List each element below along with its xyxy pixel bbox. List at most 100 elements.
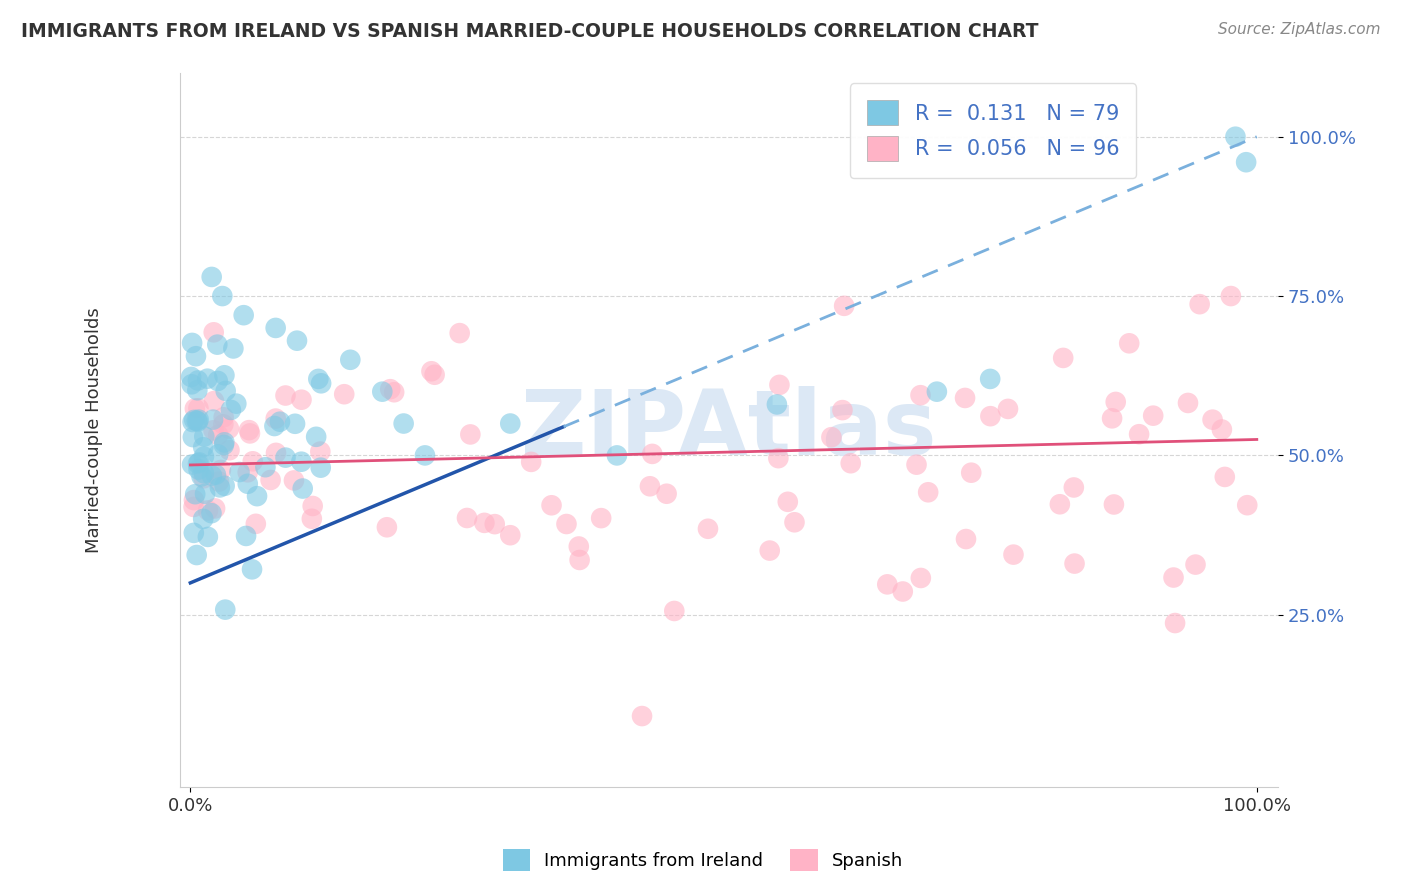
Point xyxy=(413,449,436,463)
Point xyxy=(555,516,578,531)
Point xyxy=(423,368,446,382)
Point xyxy=(238,423,260,437)
Point xyxy=(193,466,215,480)
Point xyxy=(392,417,415,431)
Point xyxy=(219,403,242,417)
Point xyxy=(1234,155,1257,169)
Point xyxy=(876,577,898,591)
Point xyxy=(254,460,277,475)
Point xyxy=(194,487,217,501)
Point xyxy=(540,498,562,512)
Point xyxy=(200,506,222,520)
Point xyxy=(245,516,267,531)
Point xyxy=(218,443,240,458)
Point xyxy=(290,392,312,407)
Point xyxy=(184,401,207,416)
Point xyxy=(214,602,236,616)
Point xyxy=(290,455,312,469)
Point xyxy=(305,430,328,444)
Point xyxy=(284,417,307,431)
Point xyxy=(697,522,720,536)
Point xyxy=(1184,558,1206,572)
Point xyxy=(225,397,247,411)
Point xyxy=(183,493,205,508)
Point xyxy=(1236,498,1258,512)
Point xyxy=(193,450,215,464)
Point xyxy=(568,553,591,567)
Point xyxy=(831,403,853,417)
Point xyxy=(187,412,209,426)
Point xyxy=(1049,497,1071,511)
Point xyxy=(1052,351,1074,365)
Point xyxy=(181,335,204,350)
Point xyxy=(917,485,939,500)
Point xyxy=(208,480,231,494)
Point xyxy=(960,466,983,480)
Point xyxy=(202,423,225,437)
Point xyxy=(259,473,281,487)
Point xyxy=(187,457,209,471)
Point xyxy=(301,512,323,526)
Point xyxy=(456,511,478,525)
Point xyxy=(783,516,806,530)
Point xyxy=(768,377,790,392)
Point xyxy=(264,446,287,460)
Point xyxy=(207,448,229,462)
Point xyxy=(1142,409,1164,423)
Point xyxy=(309,444,332,458)
Point xyxy=(214,368,236,383)
Point xyxy=(655,487,678,501)
Point xyxy=(591,511,613,525)
Point xyxy=(187,401,209,416)
Point xyxy=(905,458,928,472)
Point xyxy=(274,388,297,402)
Point xyxy=(215,384,238,398)
Point xyxy=(499,417,522,431)
Point xyxy=(285,334,308,348)
Point xyxy=(474,516,496,530)
Point xyxy=(218,422,240,436)
Point xyxy=(274,450,297,465)
Point xyxy=(925,384,948,399)
Point xyxy=(1225,129,1247,144)
Point xyxy=(606,449,628,463)
Point xyxy=(1201,412,1223,426)
Point xyxy=(202,394,225,409)
Text: IMMIGRANTS FROM IRELAND VS SPANISH MARRIED-COUPLE HOUSEHOLDS CORRELATION CHART: IMMIGRANTS FROM IRELAND VS SPANISH MARRI… xyxy=(21,22,1039,41)
Point xyxy=(766,397,789,411)
Point xyxy=(264,321,287,335)
Point xyxy=(979,409,1001,424)
Point xyxy=(181,415,204,429)
Point xyxy=(638,479,661,493)
Point xyxy=(263,419,285,434)
Legend: R =  0.131   N = 79, R =  0.056   N = 96: R = 0.131 N = 79, R = 0.056 N = 96 xyxy=(851,83,1136,178)
Point xyxy=(664,604,686,618)
Point xyxy=(269,415,291,429)
Point xyxy=(187,462,209,476)
Point xyxy=(301,499,323,513)
Point xyxy=(190,469,212,483)
Point xyxy=(339,352,361,367)
Point xyxy=(195,372,218,386)
Point xyxy=(820,430,842,444)
Point xyxy=(184,487,207,501)
Point xyxy=(212,417,235,432)
Point xyxy=(1101,411,1123,425)
Point xyxy=(776,495,799,509)
Point xyxy=(291,482,314,496)
Point xyxy=(568,540,591,554)
Point xyxy=(207,337,229,351)
Point xyxy=(207,374,229,388)
Point xyxy=(1211,423,1233,437)
Point xyxy=(228,465,250,479)
Point xyxy=(193,512,215,526)
Point xyxy=(979,372,1001,386)
Point xyxy=(953,391,976,405)
Point xyxy=(997,401,1019,416)
Point xyxy=(181,430,204,444)
Point xyxy=(202,412,225,426)
Point xyxy=(768,451,790,466)
Point xyxy=(758,543,780,558)
Point xyxy=(499,528,522,542)
Point xyxy=(309,460,332,475)
